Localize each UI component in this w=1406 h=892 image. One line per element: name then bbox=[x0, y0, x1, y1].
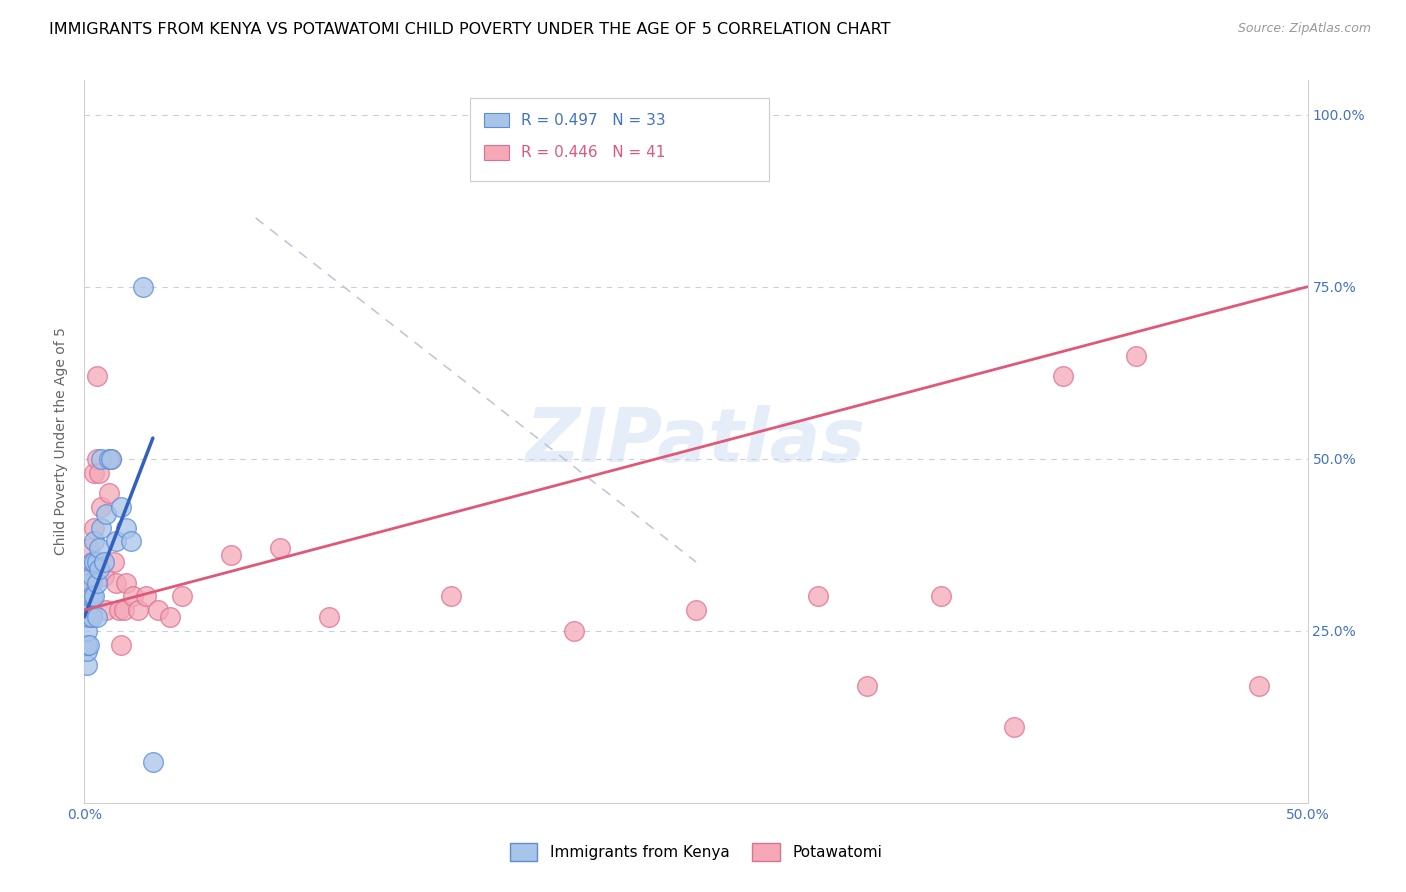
Point bbox=[83, 534, 105, 549]
Point bbox=[90, 500, 112, 514]
Point bbox=[440, 590, 463, 604]
Point bbox=[96, 603, 118, 617]
Point bbox=[318, 610, 340, 624]
Text: IMMIGRANTS FROM KENYA VS POTAWATOMI CHILD POVERTY UNDER THE AGE OF 5 CORRELATION: IMMIGRANTS FROM KENYA VS POTAWATOMI CHIL… bbox=[49, 22, 891, 37]
FancyBboxPatch shape bbox=[484, 112, 509, 128]
Point bbox=[83, 590, 105, 604]
Point bbox=[1052, 369, 1074, 384]
Point bbox=[83, 520, 105, 534]
Text: R = 0.497   N = 33: R = 0.497 N = 33 bbox=[522, 112, 665, 128]
Point bbox=[115, 575, 138, 590]
Point bbox=[103, 555, 125, 569]
Point bbox=[929, 590, 952, 604]
Point bbox=[100, 451, 122, 466]
Point bbox=[105, 575, 128, 590]
Point bbox=[100, 451, 122, 466]
Point bbox=[76, 644, 98, 658]
Point bbox=[1247, 679, 1270, 693]
Point bbox=[80, 555, 103, 569]
Point bbox=[159, 610, 181, 624]
Point bbox=[1002, 720, 1025, 734]
Point bbox=[110, 500, 132, 514]
Point bbox=[83, 466, 105, 480]
Point bbox=[80, 568, 103, 582]
Point bbox=[807, 590, 830, 604]
Point bbox=[97, 451, 120, 466]
Point bbox=[120, 534, 142, 549]
Point bbox=[132, 279, 155, 293]
Point bbox=[83, 555, 105, 569]
Point bbox=[76, 603, 98, 617]
Point bbox=[80, 610, 103, 624]
Point bbox=[76, 658, 98, 673]
Point bbox=[77, 590, 100, 604]
Point bbox=[107, 603, 129, 617]
Y-axis label: Child Poverty Under the Age of 5: Child Poverty Under the Age of 5 bbox=[55, 327, 69, 556]
Legend: Immigrants from Kenya, Potawatomi: Immigrants from Kenya, Potawatomi bbox=[503, 837, 889, 867]
Point bbox=[86, 451, 108, 466]
Point bbox=[77, 610, 100, 624]
Point bbox=[87, 466, 110, 480]
Point bbox=[122, 590, 145, 604]
Point bbox=[562, 624, 585, 638]
Point bbox=[86, 369, 108, 384]
Point bbox=[80, 575, 103, 590]
Point bbox=[93, 568, 115, 582]
Point bbox=[1125, 349, 1147, 363]
Point bbox=[112, 603, 135, 617]
Point bbox=[76, 638, 98, 652]
Point bbox=[86, 610, 108, 624]
Text: ZIPatlas: ZIPatlas bbox=[526, 405, 866, 478]
Point bbox=[685, 603, 707, 617]
Point bbox=[90, 520, 112, 534]
Point bbox=[90, 451, 112, 466]
Point bbox=[77, 541, 100, 556]
Point bbox=[269, 541, 291, 556]
Point bbox=[856, 679, 879, 693]
Point bbox=[76, 624, 98, 638]
Point bbox=[97, 486, 120, 500]
FancyBboxPatch shape bbox=[484, 145, 509, 160]
Point bbox=[93, 555, 115, 569]
Point bbox=[77, 638, 100, 652]
Point bbox=[127, 603, 149, 617]
Point bbox=[86, 575, 108, 590]
Point bbox=[146, 603, 169, 617]
Point bbox=[96, 507, 118, 521]
Point bbox=[76, 590, 98, 604]
Point bbox=[77, 568, 100, 582]
Point bbox=[76, 610, 98, 624]
Point bbox=[87, 562, 110, 576]
Point bbox=[80, 603, 103, 617]
Point bbox=[77, 575, 100, 590]
Point bbox=[219, 548, 242, 562]
Text: R = 0.446   N = 41: R = 0.446 N = 41 bbox=[522, 145, 665, 160]
Point bbox=[135, 590, 157, 604]
Point bbox=[115, 520, 138, 534]
Point bbox=[86, 555, 108, 569]
Point bbox=[142, 755, 165, 769]
FancyBboxPatch shape bbox=[470, 98, 769, 181]
Text: Source: ZipAtlas.com: Source: ZipAtlas.com bbox=[1237, 22, 1371, 36]
Point bbox=[87, 541, 110, 556]
Point bbox=[110, 638, 132, 652]
Point bbox=[172, 590, 194, 604]
Point bbox=[80, 590, 103, 604]
Point bbox=[105, 534, 128, 549]
